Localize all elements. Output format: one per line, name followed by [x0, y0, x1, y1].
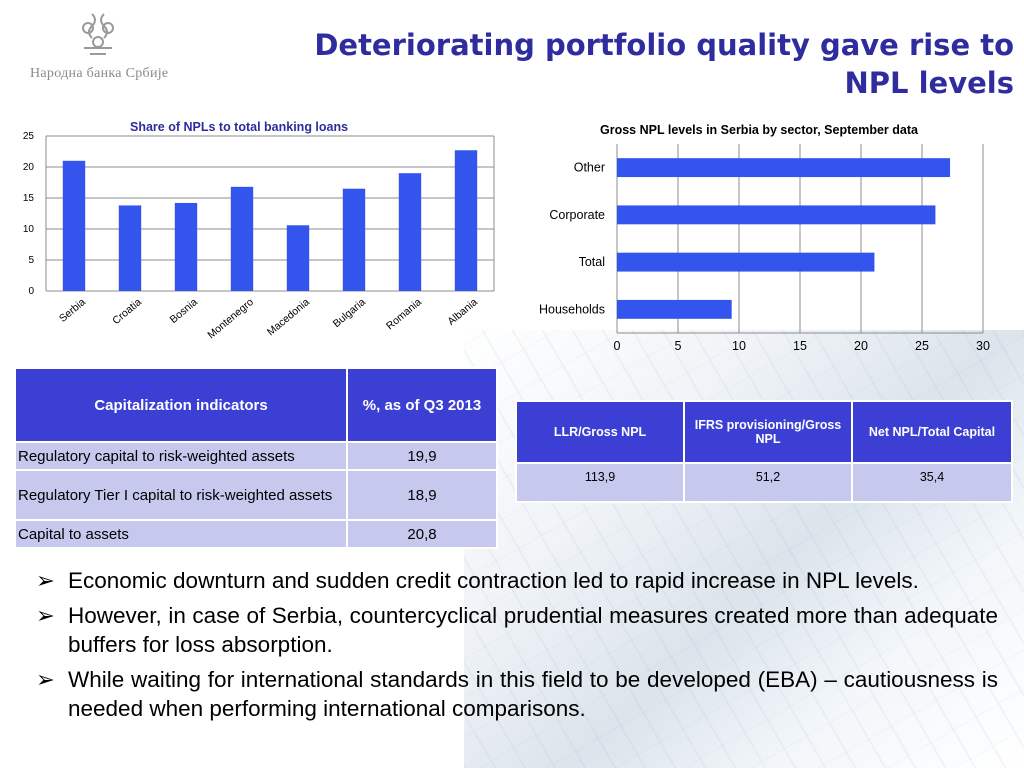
bar-croatia	[118, 205, 142, 291]
arrow-bullet-icon: ➢	[36, 568, 55, 593]
x-tick-label: Romania	[384, 296, 424, 332]
x-tick-label: 20	[854, 339, 868, 353]
bar-romania	[398, 173, 422, 291]
cap-row-label: Capital to assets	[14, 519, 348, 549]
npl-table-header: LLR/Gross NPL IFRS provisioning/Gross NP…	[515, 400, 1013, 464]
x-tick-label: Macedonia	[265, 296, 312, 338]
bar-macedonia	[286, 225, 310, 291]
chart2-title: Gross NPL levels in Serbia by sector, Se…	[600, 123, 918, 137]
bar-montenegro	[230, 186, 254, 291]
table-row: Regulatory Tier I capital to risk-weight…	[14, 469, 498, 521]
cap-header-indicator: Capitalization indicators	[14, 367, 348, 443]
y-tick-label: 15	[23, 193, 35, 204]
x-tick-label: 30	[976, 339, 990, 353]
npl-header-llr: LLR/Gross NPL	[515, 400, 685, 464]
y-tick-label: 20	[23, 162, 35, 173]
npl-sector-chart: Other Corporate Total Households 0 5 10 15 20 25…	[539, 144, 990, 353]
npl-value-ifrs: 51,2	[683, 462, 853, 503]
bar-bosnia	[174, 202, 198, 291]
cap-row-value: 19,9	[346, 441, 498, 471]
bullet-list: ➢ Economic downturn and sudden credit con…	[36, 566, 998, 729]
x-tick-label: Bosnia	[168, 296, 200, 326]
cap-row-value: 18,9	[346, 469, 498, 521]
y-tick-label: 0	[28, 286, 34, 297]
x-tick-label: 25	[915, 339, 929, 353]
y-tick-label: 10	[23, 224, 35, 235]
arrow-bullet-icon: ➢	[36, 667, 55, 692]
y-tick-label: 5	[28, 255, 34, 266]
cap-row-label: Regulatory capital to risk-weighted asse…	[14, 441, 348, 471]
x-tick-label: 10	[732, 339, 746, 353]
y-tick-label: Total	[579, 255, 605, 269]
npl-header-net-npl: Net NPL/Total Capital	[851, 400, 1013, 464]
npl-share-chart: 0 5 10 15 20 25 Serbia Croatia Bosnia Montenegro…	[23, 131, 495, 341]
table-row: Regulatory capital to risk-weighted asse…	[14, 441, 498, 471]
x-tick-label: Bulgaria	[331, 296, 368, 330]
npl-value-net-npl: 35,4	[851, 462, 1013, 503]
logo-text: Народна банка Србије	[30, 66, 169, 81]
table-row: 113,9 51,2 35,4	[515, 462, 1013, 503]
page-title-line-1: Deteriorating portfolio quality gave ris…	[314, 28, 1014, 62]
y-tick-label: Other	[574, 161, 605, 175]
bar-other	[617, 158, 951, 178]
cap-header-value: %, as of Q3 2013	[346, 367, 498, 443]
list-item: ➢ However, in case of Serbia, countercycl…	[36, 601, 998, 659]
bullet-text: While waiting for international standard…	[68, 667, 998, 721]
bar-total	[617, 252, 875, 272]
bar-serbia	[62, 160, 86, 291]
capitalization-table-header: Capitalization indicators %, as of Q3 20…	[14, 367, 498, 443]
x-tick-label: Croatia	[110, 296, 144, 327]
bar-corporate	[617, 205, 936, 225]
nbs-emblem-icon	[82, 13, 114, 55]
y-tick-label: Households	[539, 302, 605, 316]
capitalization-table: Capitalization indicators %, as of Q3 20…	[14, 367, 498, 549]
npl-ratio-table: LLR/Gross NPL IFRS provisioning/Gross NP…	[515, 400, 1013, 503]
bar-albania	[454, 150, 478, 291]
cap-row-label: Regulatory Tier I capital to risk-weight…	[14, 469, 348, 521]
bar-bulgaria	[342, 188, 366, 291]
cap-row-value: 20,8	[346, 519, 498, 549]
y-tick-label: Corporate	[549, 208, 605, 222]
bar-households	[617, 299, 732, 319]
y-tick-label: 25	[23, 131, 35, 142]
page-title: Deteriorating portfolio quality gave ris…	[314, 26, 1014, 102]
list-item: ➢ While waiting for international standar…	[36, 665, 998, 723]
x-tick-label: 15	[793, 339, 807, 353]
x-tick-label: Serbia	[57, 296, 88, 325]
x-tick-label: 5	[675, 339, 682, 353]
x-tick-label: Albania	[445, 296, 480, 328]
npl-header-ifrs: IFRS provisioning/Gross NPL	[683, 400, 853, 464]
bullet-text: However, in case of Serbia, countercycli…	[68, 603, 998, 657]
npl-value-llr: 113,9	[515, 462, 685, 503]
chart1-title: Share of NPLs to total banking loans	[130, 120, 349, 134]
bullet-text: Economic downturn and sudden credit cont…	[68, 568, 919, 593]
list-item: ➢ Economic downturn and sudden credit con…	[36, 566, 998, 595]
nbs-logo: Народна банка Србије	[14, 8, 184, 81]
table-row: Capital to assets 20,8	[14, 519, 498, 549]
x-tick-label: Montenegro	[205, 296, 256, 341]
page-title-line-2: NPL levels	[844, 66, 1014, 100]
x-tick-label: 0	[614, 339, 621, 353]
arrow-bullet-icon: ➢	[36, 603, 55, 628]
